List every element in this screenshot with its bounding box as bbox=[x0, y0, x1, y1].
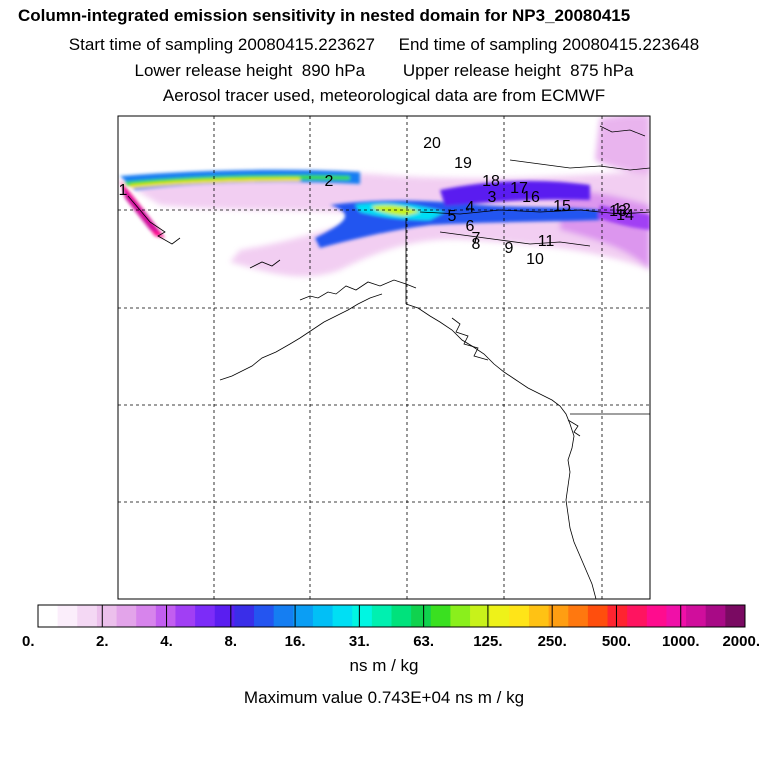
colorbar-swatch bbox=[332, 605, 353, 627]
colorbar-swatch bbox=[312, 605, 334, 627]
release-height-line: Lower release height 890 hPa Upper relea… bbox=[134, 61, 634, 80]
graticule bbox=[118, 116, 650, 599]
colorbar-unit-label: ns m / kg bbox=[349, 656, 419, 675]
coastlines bbox=[127, 125, 650, 599]
colorbar-swatch bbox=[234, 605, 255, 627]
trajectory-label: 16 bbox=[522, 189, 540, 206]
colorbar: 0. 2. 4. 8. 16. 31. 63. 125. 250. 500. 1000. 2000. bbox=[22, 604, 760, 650]
trajectory-label: 11 bbox=[538, 233, 555, 250]
trajectory-label: 15 bbox=[553, 198, 571, 215]
colorbar-swatch bbox=[371, 605, 392, 627]
colorbar-swatch bbox=[686, 605, 707, 627]
colorbar-swatch bbox=[646, 605, 667, 627]
colorbar-tick-label: 2000. bbox=[722, 633, 760, 650]
colorbar-swatch bbox=[116, 605, 137, 627]
colorbar-swatch bbox=[607, 605, 628, 627]
trajectory-label: 10 bbox=[526, 251, 544, 268]
sensitivity-plume bbox=[120, 116, 650, 277]
colorbar-swatch bbox=[528, 605, 550, 627]
trajectory-label: 19 bbox=[454, 155, 472, 172]
colorbar-swatch bbox=[254, 605, 275, 627]
colorbar-swatch bbox=[273, 605, 294, 627]
trajectory-label: 17 bbox=[510, 180, 528, 197]
colorbar-swatch bbox=[587, 605, 609, 627]
colorbar-swatch bbox=[214, 605, 235, 627]
colorbar-tick-label: 2. bbox=[96, 633, 109, 650]
colorbar-swatch bbox=[627, 605, 648, 627]
colorbar-swatch bbox=[450, 605, 471, 627]
colorbar-swatch bbox=[470, 605, 491, 627]
colorbar-tick-label: 8. bbox=[225, 633, 238, 650]
trajectory-label: 14 bbox=[616, 207, 634, 224]
tracer-info-line: Aerosol tracer used, meteorological data… bbox=[162, 86, 606, 105]
trajectory-label: 4 bbox=[466, 199, 475, 216]
trajectory-label: 5 bbox=[448, 208, 457, 225]
colorbar-swatch bbox=[725, 605, 746, 627]
trajectory-label: 20 bbox=[423, 135, 441, 152]
colorbar-swatch bbox=[38, 605, 59, 627]
colorbar-swatch bbox=[175, 605, 196, 627]
colorbar-tick-label: 125. bbox=[473, 633, 502, 650]
colorbar-swatch bbox=[509, 605, 530, 627]
colorbar-tick-label: 250. bbox=[538, 633, 567, 650]
colorbar-swatch bbox=[568, 605, 589, 627]
trajectory-label: 2 bbox=[325, 173, 334, 190]
trajectory-label: 7 bbox=[472, 230, 481, 247]
colorbar-swatch bbox=[666, 605, 687, 627]
colorbar-swatch bbox=[391, 605, 412, 627]
trajectory-label: 9 bbox=[505, 240, 514, 257]
colorbar-tick-label: 500. bbox=[602, 633, 631, 650]
colorbar-swatch bbox=[195, 605, 216, 627]
colorbar-tick-label: 16. bbox=[285, 633, 306, 650]
maximum-value-label: Maximum value 0.743E+04 ns m / kg bbox=[243, 688, 525, 707]
colorbar-tick-label: 63. bbox=[413, 633, 434, 650]
colorbar-swatch bbox=[293, 605, 314, 627]
map-title: Column-integrated emission sensitivity i… bbox=[18, 6, 631, 25]
map-frame bbox=[117, 115, 651, 600]
trajectory-label: 6 bbox=[466, 218, 475, 235]
colorbar-swatch bbox=[77, 605, 98, 627]
colorbar-swatch bbox=[155, 605, 176, 627]
colorbar-swatch bbox=[96, 605, 118, 627]
colorbar-swatch bbox=[489, 605, 510, 627]
trajectory-label: 3 bbox=[488, 189, 497, 206]
trajectory-label: 8 bbox=[472, 236, 481, 253]
colorbar-tick-label: 4. bbox=[160, 633, 173, 650]
sampling-time-line: Start time of sampling 20080415.223627 E… bbox=[68, 35, 700, 54]
colorbar-swatch bbox=[548, 605, 569, 627]
colorbar-tick-label: 31. bbox=[349, 633, 370, 650]
colorbar-tick-label: 0. bbox=[22, 633, 35, 650]
colorbar-tick-label: 1000. bbox=[662, 633, 700, 650]
trajectory-label: 18 bbox=[482, 173, 500, 190]
colorbar-swatch bbox=[705, 605, 726, 627]
trajectory-label: 12 bbox=[613, 201, 631, 218]
colorbar-swatch bbox=[352, 605, 373, 627]
colorbar-swatch bbox=[57, 605, 78, 627]
colorbar-swatch bbox=[430, 605, 451, 627]
trajectory-label: 13 bbox=[609, 203, 627, 220]
colorbar-swatch bbox=[136, 605, 157, 627]
colorbar-swatch bbox=[411, 605, 432, 627]
trajectory-label: 1 bbox=[119, 182, 128, 199]
